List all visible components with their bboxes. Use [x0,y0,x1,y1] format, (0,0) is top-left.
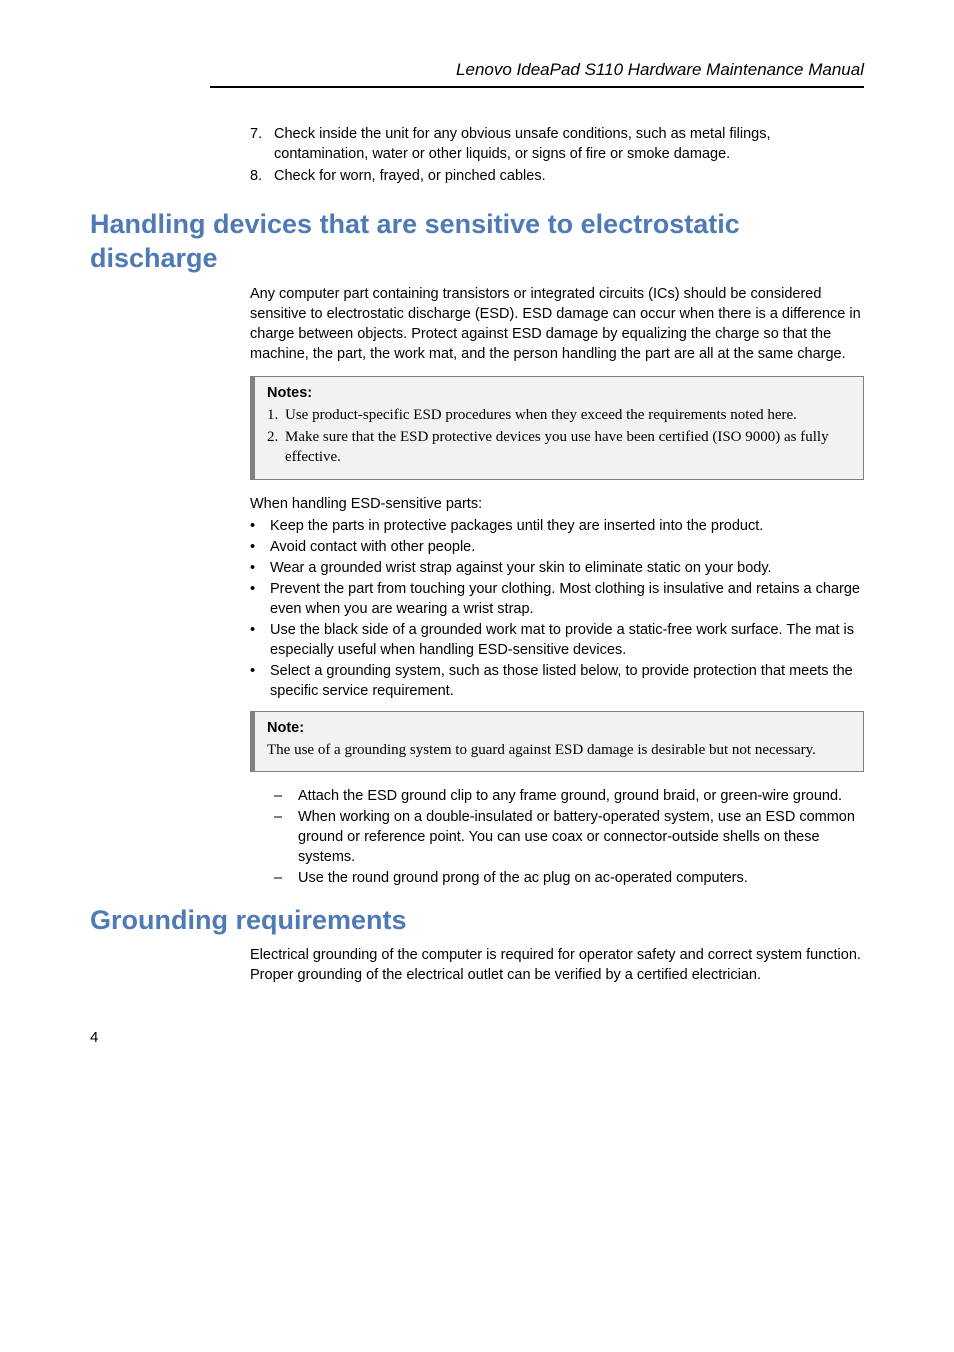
note-title: Note: [267,720,851,736]
note-box: Note: The use of a grounding system to g… [250,711,864,771]
notes-box: Notes: 1. Use product-specific ESD proce… [250,376,864,481]
page-number: 4 [90,1029,864,1046]
list-text: Prevent the part from touching your clot… [270,579,864,619]
list-text: When working on a double-insulated or ba… [298,807,864,867]
bullet-icon: • [250,516,270,536]
list-item: –Attach the ESD ground clip to any frame… [274,786,864,806]
list-item: •Avoid contact with other people. [250,537,864,557]
section-heading-esd: Handling devices that are sensitive to e… [90,208,864,276]
dash-icon: – [274,807,298,867]
list-item: •Use the black side of a grounded work m… [250,620,864,660]
note-text: Use product-specific ESD procedures when… [285,405,851,425]
note-item: 1. Use product-specific ESD procedures w… [267,405,851,425]
paragraph: Any computer part containing transistors… [250,284,864,364]
continued-numbered-list: 7. Check inside the unit for any obvious… [250,124,864,186]
list-text: Wear a grounded wrist strap against your… [270,558,864,578]
bullet-icon: • [250,558,270,578]
note-body: The use of a grounding system to guard a… [267,740,851,760]
list-item: •Select a grounding system, such as thos… [250,661,864,701]
bullet-icon: • [250,620,270,660]
notes-body: 1. Use product-specific ESD procedures w… [267,405,851,468]
list-text: Check for worn, frayed, or pinched cable… [274,166,864,186]
list-text: Avoid contact with other people. [270,537,864,557]
list-item: –Use the round ground prong of the ac pl… [274,868,864,888]
list-item: 7. Check inside the unit for any obvious… [250,124,864,164]
page-header: Lenovo IdeaPad S110 Hardware Maintenance… [210,60,864,88]
paragraph: Electrical grounding of the computer is … [250,945,864,985]
note-item: 2. Make sure that the ESD protective dev… [267,427,851,468]
section-heading-grounding: Grounding requirements [90,904,864,938]
note-number: 1. [267,405,285,425]
list-text: Use the round ground prong of the ac plu… [298,868,864,888]
list-item: –When working on a double-insulated or b… [274,807,864,867]
note-number: 2. [267,427,285,468]
bullet-icon: • [250,537,270,557]
list-number: 7. [250,124,274,164]
bullet-icon: • [250,579,270,619]
list-item: •Keep the parts in protective packages u… [250,516,864,536]
list-item: •Prevent the part from touching your clo… [250,579,864,619]
dash-icon: – [274,786,298,806]
bullet-icon: • [250,661,270,701]
list-text: Select a grounding system, such as those… [270,661,864,701]
dash-list: –Attach the ESD ground clip to any frame… [274,786,864,888]
dash-icon: – [274,868,298,888]
list-number: 8. [250,166,274,186]
note-text: Make sure that the ESD protective device… [285,427,851,468]
list-text: Keep the parts in protective packages un… [270,516,864,536]
page-container: Lenovo IdeaPad S110 Hardware Maintenance… [0,0,954,1086]
list-text: Check inside the unit for any obvious un… [274,124,864,164]
bullet-list: •Keep the parts in protective packages u… [250,516,864,701]
notes-title: Notes: [267,385,851,401]
list-item: •Wear a grounded wrist strap against you… [250,558,864,578]
list-text: Attach the ESD ground clip to any frame … [298,786,864,806]
paragraph: When handling ESD-sensitive parts: [250,494,864,514]
list-text: Use the black side of a grounded work ma… [270,620,864,660]
list-item: 8. Check for worn, frayed, or pinched ca… [250,166,864,186]
